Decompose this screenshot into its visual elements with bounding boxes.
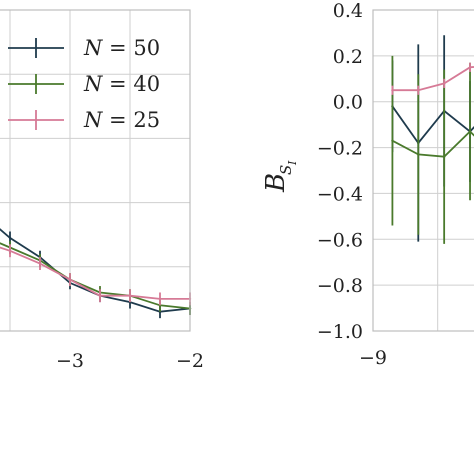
right-gridlines — [372, 9, 474, 332]
right-y-tick-label: 0.2 — [333, 46, 363, 68]
right-y-tick-label: −0.6 — [317, 229, 363, 251]
left-x-tick-labels: −4−3−2 — [56, 350, 204, 372]
legend-var: N — [83, 72, 103, 96]
left-data-point — [8, 249, 12, 252]
left-data-point — [68, 278, 72, 281]
right-series-50 — [391, 35, 474, 242]
right-x-tick-labels: −9−8 — [359, 347, 387, 369]
left-series-line — [0, 246, 190, 300]
left-data-point — [98, 294, 102, 297]
right-y-tick-label: −1.0 — [317, 321, 363, 343]
right-y-axis-label: BSI — [261, 160, 299, 193]
left-axes-frame — [0, 9, 191, 332]
left-series-group — [0, 228, 192, 319]
right-y-tick-label: −0.4 — [317, 183, 363, 205]
right-plot-frame — [372, 9, 474, 332]
legend-eq: = — [102, 108, 133, 132]
left-data-point — [8, 236, 12, 240]
right-series-25 — [391, 62, 474, 95]
legend-item: N = 40 — [8, 72, 160, 96]
right-y-tick-label: 0.0 — [333, 92, 363, 114]
legend-var: N — [83, 36, 103, 60]
legend-eq: = — [102, 72, 133, 96]
right-data-point — [417, 153, 420, 156]
right-data-point — [442, 82, 446, 85]
legend-var: N — [83, 108, 103, 132]
ylabel-sub: S — [277, 165, 295, 175]
right-data-point — [442, 155, 446, 158]
legend-item: N = 50 — [8, 36, 160, 60]
left-data-point — [158, 297, 162, 301]
right-axes-frame — [372, 9, 474, 332]
right-y-tick-label: −0.8 — [317, 275, 363, 297]
left-series-line — [0, 242, 191, 310]
left-series-25 — [0, 244, 192, 306]
right-data-point — [391, 89, 394, 92]
left-series-line — [0, 228, 191, 313]
right-series-line — [392, 66, 474, 92]
right-series-group — [391, 35, 474, 244]
right-y-tick-label: 0.4 — [333, 0, 363, 22]
right-series-line — [391, 130, 474, 158]
legend-eq: = — [102, 36, 133, 60]
legend-num: 25 — [133, 108, 160, 132]
right-data-point — [417, 89, 420, 92]
right-x-tick-label: −9 — [359, 347, 387, 369]
legend-label: N = 40 — [83, 72, 160, 96]
legend-label: N = 50 — [83, 36, 160, 60]
legend-num: 50 — [133, 36, 160, 60]
left-x-tick-label: −2 — [176, 350, 204, 372]
right-y-tick-labels: 0.4 0.2 0.0 −0.2 −0.4 −0.6 −0.8 −1.0 — [317, 0, 363, 343]
legend-num: 40 — [133, 72, 160, 96]
right-data-point — [391, 139, 394, 142]
right-series-line — [391, 105, 474, 145]
left-x-tick-label: −3 — [56, 350, 84, 372]
right-y-tick-label: −0.2 — [317, 138, 363, 160]
ylabel-subsub: I — [286, 160, 299, 166]
legend-label: N = 25 — [83, 108, 160, 132]
left-chart-panel: −4−3−2 N = 50N = 40N = 25 — [0, 9, 204, 372]
left-series-50 — [0, 228, 192, 319]
ylabel-text: BSI — [261, 160, 299, 193]
right-chart-panel: −9−8 0.4 0.2 0.0 −0.2 −0.4 −0.6 −0.8 −1.0 BSI — [261, 0, 474, 369]
right-data-point — [468, 66, 472, 69]
left-data-point — [38, 262, 42, 265]
left-series-40 — [0, 241, 192, 315]
left-plot-frame — [0, 9, 191, 332]
right-series-40 — [391, 55, 474, 244]
legend-item: N = 25 — [8, 108, 160, 132]
left-data-point — [128, 294, 132, 297]
ylabel-main: B — [261, 173, 291, 193]
right-data-point — [468, 130, 472, 133]
legend: N = 50N = 40N = 25 — [8, 36, 160, 132]
